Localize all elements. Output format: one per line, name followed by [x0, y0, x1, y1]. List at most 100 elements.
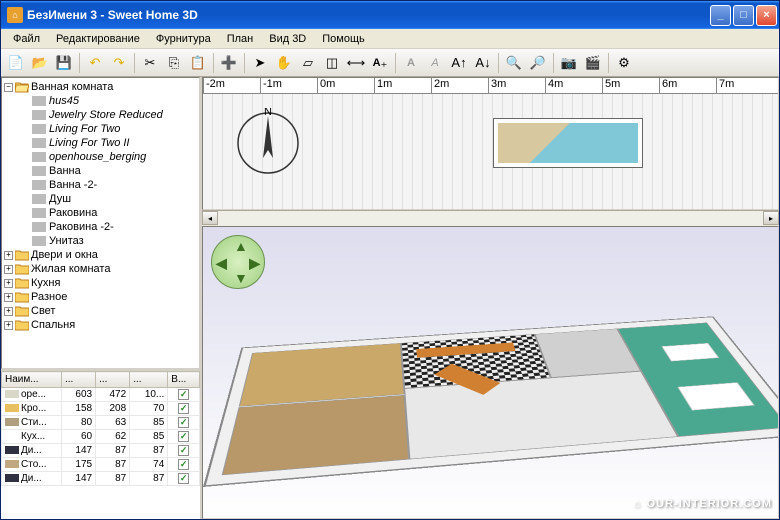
tree-category[interactable]: +Двери и окна [4, 248, 197, 262]
tree-item[interactable]: Living For Two [4, 122, 197, 136]
tree-item[interactable]: Living For Two II [4, 136, 197, 150]
bold-icon[interactable]: A [400, 52, 422, 74]
expand-icon[interactable]: + [4, 307, 13, 316]
tree-item[interactable]: Jewelry Store Reduced [4, 108, 197, 122]
dimension-icon[interactable]: ⟷ [345, 52, 367, 74]
ruler-horizontal: -2m-1m0m1m2m3m4m5m6m7m [203, 78, 778, 94]
visible-checkbox[interactable]: ✓ [178, 473, 189, 484]
expand-icon[interactable]: + [4, 321, 13, 330]
tree-root-label: Ванная комната [31, 81, 113, 93]
furniture-icon [32, 180, 46, 190]
visible-checkbox[interactable]: ✓ [178, 403, 189, 414]
open-icon[interactable]: 📂 [29, 52, 51, 74]
nav-left-icon[interactable]: ◀ [216, 255, 227, 272]
tree-item[interactable]: Унитаз [4, 234, 197, 248]
visible-checkbox[interactable]: ✓ [178, 459, 189, 470]
tree-category[interactable]: +Разное [4, 290, 197, 304]
redo-icon[interactable]: ↷ [108, 52, 130, 74]
menu-3dview[interactable]: Вид 3D [261, 31, 314, 47]
tree-item[interactable]: Ванна [4, 164, 197, 178]
furniture-icon [32, 236, 46, 246]
select-icon[interactable]: ➤ [249, 52, 271, 74]
photo-icon[interactable]: 📷 [558, 52, 580, 74]
paste-icon[interactable]: 📋 [187, 52, 209, 74]
menu-furniture[interactable]: Фурнитура [148, 31, 219, 47]
nav-right-icon[interactable]: ▶ [249, 255, 260, 272]
collapse-icon[interactable]: − [4, 83, 13, 92]
add-furniture-icon[interactable]: ➕ [218, 52, 240, 74]
view-3d[interactable]: ▲ ▼ ◀ ▶ ⌂ OUR- [202, 226, 779, 519]
italic-icon[interactable]: A [424, 52, 446, 74]
tree-item[interactable]: openhouse_berging [4, 150, 197, 164]
tree-category[interactable]: +Свет [4, 304, 197, 318]
menu-file[interactable]: Файл [5, 31, 48, 47]
col-header[interactable]: Наим... [2, 372, 62, 388]
maximize-button[interactable]: □ [733, 5, 754, 26]
zoom-in-icon[interactable]: 🔍 [503, 52, 525, 74]
expand-icon[interactable]: + [4, 279, 13, 288]
tree-item[interactable]: Раковина -2- [4, 220, 197, 234]
visible-checkbox[interactable]: ✓ [178, 431, 189, 442]
tree-item[interactable]: Раковина [4, 206, 197, 220]
expand-icon[interactable]: + [4, 265, 13, 274]
menu-help[interactable]: Помощь [314, 31, 373, 47]
3d-floorplan [203, 316, 779, 487]
new-icon[interactable]: 📄 [5, 52, 27, 74]
col-header[interactable]: ... [130, 372, 168, 388]
menubar: Файл Редактирование Фурнитура План Вид 3… [1, 29, 779, 49]
save-icon[interactable]: 💾 [53, 52, 75, 74]
table-row[interactable]: Ди...1478787✓ [2, 472, 200, 486]
minimize-button[interactable]: _ [710, 5, 731, 26]
folder-icon [15, 277, 29, 289]
undo-icon[interactable]: ↶ [84, 52, 106, 74]
prefs-icon[interactable]: ⚙ [613, 52, 635, 74]
plan-2d-view[interactable]: -2m-1m0m1m2m3m4m5m6m7m N [202, 77, 779, 210]
nav-up-icon[interactable]: ▲ [234, 238, 248, 254]
table-row[interactable]: Сто...1758774✓ [2, 458, 200, 472]
titlebar[interactable]: ⌂ БезИмени 3 - Sweet Home 3D _ □ × [1, 1, 779, 29]
furniture-tree[interactable]: − Ванная комната hus45Jewelry Store Redu… [1, 77, 200, 369]
col-header[interactable]: ... [62, 372, 96, 388]
menu-plan[interactable]: План [219, 31, 262, 47]
tree-category[interactable]: +Кухня [4, 276, 197, 290]
size-up-icon[interactable]: A↑ [448, 52, 470, 74]
scroll-right-icon[interactable]: ▸ [763, 211, 779, 225]
table-row[interactable]: Ди...1478787✓ [2, 444, 200, 458]
video-icon[interactable]: 🎬 [582, 52, 604, 74]
tree-category[interactable]: +Спальня [4, 318, 197, 332]
table-row[interactable]: Кух...606285✓ [2, 430, 200, 444]
expand-icon[interactable]: + [4, 251, 13, 260]
col-header[interactable]: В... [168, 372, 200, 388]
table-row[interactable]: Сти...806385✓ [2, 416, 200, 430]
tree-item[interactable]: Душ [4, 192, 197, 206]
col-header[interactable]: ... [96, 372, 130, 388]
tree-category[interactable]: +Жилая комната [4, 262, 197, 276]
text-icon[interactable]: A₊ [369, 52, 391, 74]
tree-item[interactable]: Ванна -2- [4, 178, 197, 192]
cut-icon[interactable]: ✂ [139, 52, 161, 74]
menu-edit[interactable]: Редактирование [48, 31, 148, 47]
expand-icon[interactable]: + [4, 293, 13, 302]
tree-root[interactable]: − Ванная комната [4, 80, 197, 94]
furniture-table[interactable]: Наим............В... opе...60347210...✓К… [1, 369, 200, 519]
visible-checkbox[interactable]: ✓ [178, 389, 189, 400]
pan-icon[interactable]: ✋ [273, 52, 295, 74]
compass[interactable]: N [233, 108, 303, 178]
room-icon[interactable]: ◫ [321, 52, 343, 74]
3d-nav-control[interactable]: ▲ ▼ ◀ ▶ [211, 235, 265, 289]
watermark: ⌂ OUR-INTERIOR.COM [634, 494, 772, 512]
plan-scrollbar[interactable]: ◂ ▸ [202, 210, 779, 226]
close-button[interactable]: × [756, 5, 777, 26]
table-row[interactable]: opе...60347210...✓ [2, 388, 200, 402]
table-row[interactable]: Кро...15820870✓ [2, 402, 200, 416]
furniture-icon [32, 208, 46, 218]
tree-item[interactable]: hus45 [4, 94, 197, 108]
wall-icon[interactable]: ▱ [297, 52, 319, 74]
size-dn-icon[interactable]: A↓ [472, 52, 494, 74]
visible-checkbox[interactable]: ✓ [178, 445, 189, 456]
nav-down-icon[interactable]: ▼ [234, 270, 248, 286]
zoom-out-icon[interactable]: 🔎 [527, 52, 549, 74]
scroll-left-icon[interactable]: ◂ [202, 211, 218, 225]
copy-icon[interactable]: ⎘ [163, 52, 185, 74]
visible-checkbox[interactable]: ✓ [178, 417, 189, 428]
